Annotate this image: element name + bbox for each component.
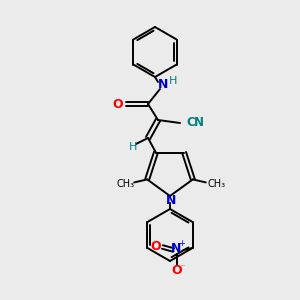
Text: H: H <box>169 76 177 86</box>
Text: ⁻: ⁻ <box>180 262 185 272</box>
Text: O: O <box>171 265 182 278</box>
Text: N: N <box>171 242 182 256</box>
Text: N: N <box>158 77 168 91</box>
Text: O: O <box>150 239 161 253</box>
Text: H: H <box>129 142 137 152</box>
Text: N: N <box>166 194 176 208</box>
Text: N: N <box>194 116 204 128</box>
Text: CH₃: CH₃ <box>208 179 226 189</box>
Text: CH₃: CH₃ <box>116 179 134 189</box>
Text: C: C <box>187 116 195 128</box>
Text: O: O <box>113 98 123 110</box>
Text: +: + <box>178 239 185 248</box>
